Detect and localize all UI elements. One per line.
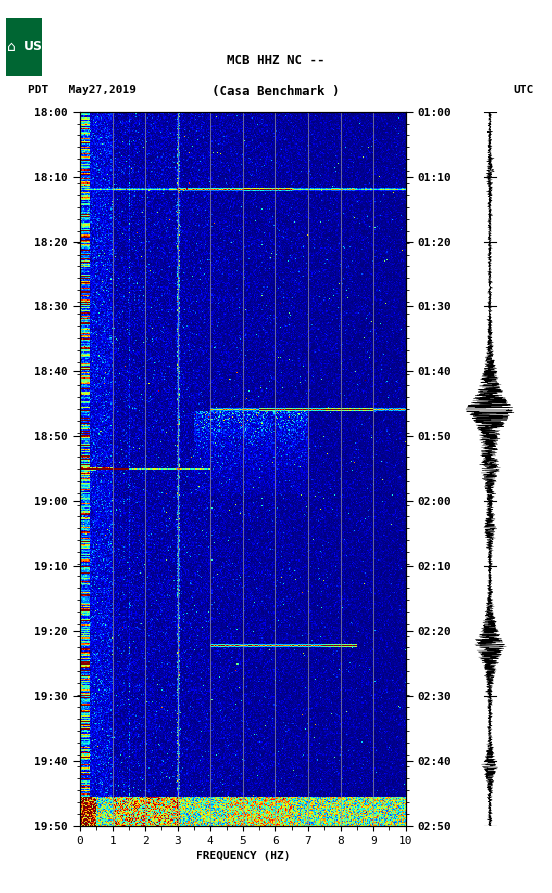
X-axis label: FREQUENCY (HZ): FREQUENCY (HZ) (195, 851, 290, 862)
Text: PDT   May27,2019: PDT May27,2019 (28, 86, 136, 96)
Text: ⌂: ⌂ (7, 40, 15, 54)
Text: UTC: UTC (513, 86, 534, 96)
Text: (Casa Benchmark ): (Casa Benchmark ) (213, 86, 339, 98)
FancyBboxPatch shape (6, 18, 42, 76)
Text: USGS: USGS (24, 40, 62, 54)
Text: MCB HHZ NC --: MCB HHZ NC -- (227, 54, 325, 67)
